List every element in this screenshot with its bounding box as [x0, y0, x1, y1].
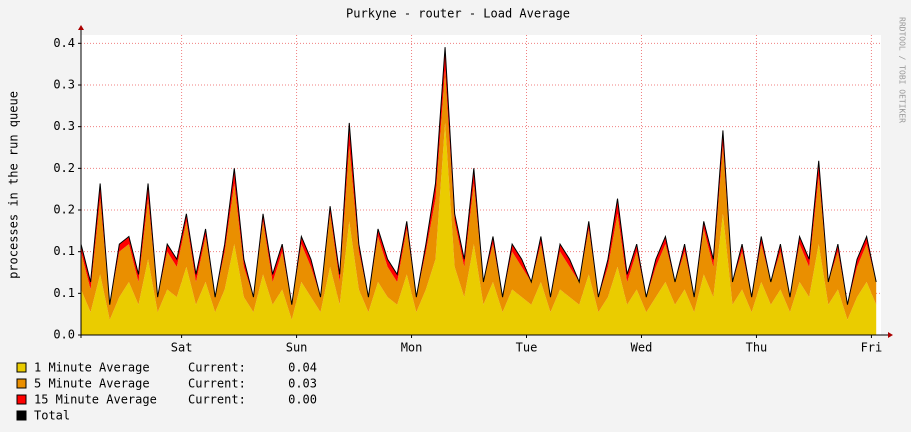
area — [81, 122, 877, 335]
current-value: 0.03 — [288, 377, 317, 391]
legend-label: Total — [34, 409, 70, 423]
x-tick-label: Mon — [401, 341, 423, 355]
y-tick-label: 0.1 — [53, 244, 75, 258]
x-tick-label: Sun — [286, 341, 308, 355]
x-tick-label: Thu — [746, 341, 768, 355]
y-tick-label: 0.2 — [53, 161, 75, 175]
watermark: RRDTOOL / TOBI OETIKER — [898, 17, 907, 123]
y-tick-label: 0.4 — [53, 36, 75, 50]
current-label: Current: — [188, 361, 246, 375]
x-arrow — [888, 332, 893, 338]
current-value: 0.04 — [288, 361, 317, 375]
y-arrow — [78, 25, 84, 30]
y-axis-label: processes in the run queue — [7, 91, 21, 279]
legend-label: 15 Minute Average — [34, 393, 157, 407]
y-tick-label: 0.3 — [53, 78, 75, 92]
total-line — [80, 47, 877, 305]
current-label: Current: — [188, 377, 246, 391]
y-tick-label: 0.3 — [53, 119, 75, 133]
legend-swatch — [16, 378, 27, 389]
area — [81, 69, 877, 320]
legend-label: 5 Minute Average — [34, 377, 150, 391]
legend-swatch — [16, 394, 27, 405]
axes: 0.0 0.1 0.1 0.2 0.2 0.3 0.3 0.4 Sat Sun Mon Tue Wed T… — [53, 25, 893, 355]
x-tick-label: Tue — [516, 341, 538, 355]
legend: 1 Minute Average Current: 0.04 5 Minute Ave… — [16, 361, 317, 423]
y-tick-label: 0.2 — [53, 203, 75, 217]
current-label: Current: — [188, 393, 246, 407]
legend-swatch — [16, 362, 27, 373]
current-value: 0.00 — [288, 393, 317, 407]
chart-title: Purkyne - router - Load Average — [346, 7, 570, 21]
x-tick-label: Fri — [861, 341, 883, 355]
legend-label: 1 Minute Average — [34, 361, 150, 375]
y-tick-label: 0.0 — [53, 328, 75, 342]
x-tick-label: Wed — [631, 341, 653, 355]
legend-swatch — [16, 410, 27, 421]
y-tick-label: 0.1 — [53, 286, 75, 300]
x-tick-label: Sat — [171, 341, 193, 355]
areas — [80, 47, 877, 335]
